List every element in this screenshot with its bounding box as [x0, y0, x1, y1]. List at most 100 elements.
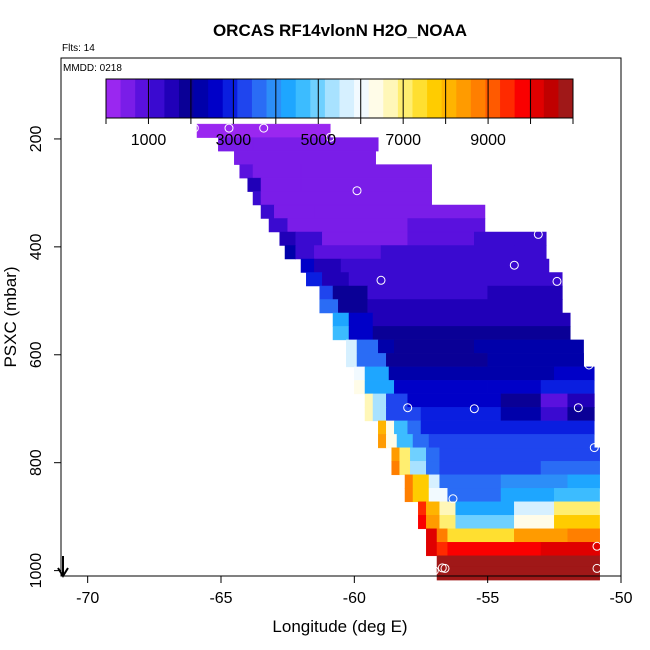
- colorbar-tick-label: 1000: [131, 132, 167, 149]
- colorbar-swatch: [529, 79, 545, 118]
- colorbar-tick-labels: 1000 3000 5000 7000 9000: [131, 132, 506, 149]
- heatmap-cell: [439, 501, 456, 516]
- colorbar-swatch: [485, 79, 501, 118]
- heatmap-cell: [540, 407, 568, 422]
- heatmap-cell: [447, 542, 542, 557]
- heatmap-cell: [332, 312, 350, 327]
- heatmap-cell: [455, 501, 515, 516]
- heatmap-cell: [348, 326, 374, 341]
- heatmap-cell: [412, 488, 430, 503]
- heatmap-cell: [410, 447, 427, 462]
- colorbar-swatch: [106, 79, 121, 118]
- colorbar-swatch: [514, 79, 530, 118]
- heatmap-cell: [474, 339, 584, 354]
- flight-point: [403, 403, 413, 413]
- colorbar-swatch: [368, 79, 384, 118]
- heatmap-cell: [394, 380, 488, 395]
- heatmap-cell: [252, 191, 262, 206]
- heatmap-cell: [404, 474, 414, 489]
- heatmap-cell: [247, 177, 262, 192]
- heatmap-cell: [367, 285, 408, 300]
- heatmap-cell: [388, 366, 475, 381]
- colorbar-swatch: [266, 79, 282, 118]
- down-arrow-icon: [57, 556, 69, 578]
- heatmap-cell: [300, 164, 432, 179]
- flight-point: [352, 186, 362, 196]
- heatmap-cell: [436, 528, 448, 543]
- heatmap-cell: [500, 393, 542, 408]
- y-axis-label: PSXC (mbar): [1, 266, 20, 367]
- colorbar-frame: [105, 78, 574, 119]
- heatmap-cell: [428, 488, 448, 503]
- heatmap-cell: [260, 204, 275, 219]
- heatmap-cell: [514, 528, 568, 543]
- heatmap-cell: [354, 366, 366, 381]
- colorbar-swatch: [543, 79, 559, 118]
- colorbar-swatch: [193, 79, 209, 118]
- colorbar-swatch: [295, 79, 311, 118]
- heatmap-cell: [364, 366, 390, 381]
- colorbar-tick-label: 3000: [216, 132, 252, 149]
- heatmap-cell: [364, 407, 374, 422]
- heatmap-cell: [332, 326, 350, 341]
- heatmap-cell: [428, 434, 595, 449]
- flight-point: [533, 229, 543, 239]
- flight-point: [469, 404, 479, 414]
- y-tick-label: 400: [28, 233, 45, 260]
- colorbar-swatch: [339, 79, 355, 118]
- heatmap-cell: [514, 515, 555, 530]
- heatmap-cell: [439, 447, 600, 462]
- heatmap-cells: [196, 123, 600, 581]
- heatmap-cell: [338, 299, 368, 314]
- heatmap-cell: [407, 420, 422, 435]
- heatmap-cell: [396, 434, 414, 449]
- flight-point: [259, 123, 269, 133]
- colorbar-swatch: [397, 79, 413, 118]
- flight-point: [376, 275, 386, 285]
- heatmap-cell: [418, 515, 427, 530]
- heatmap-cell: [426, 501, 440, 516]
- colorbar-swatch: [164, 79, 180, 118]
- x-tick-label: -55: [476, 590, 499, 607]
- x-tick-label: -65: [209, 590, 232, 607]
- heatmap-cell: [346, 339, 358, 354]
- colorbar: [105, 78, 574, 124]
- heatmap-cell: [554, 515, 600, 530]
- x-axis: -70 -65 -60 -55 -50: [76, 576, 633, 607]
- heatmap-cell: [426, 447, 440, 462]
- x-axis-label: Longitude (deg E): [272, 617, 407, 636]
- heatmap-cell: [372, 393, 387, 408]
- heatmap-cell: [410, 461, 427, 476]
- colorbar-swatch: [178, 79, 194, 118]
- flight-point: [573, 403, 583, 413]
- heatmap-cell: [439, 461, 542, 476]
- colorbar-tick-label: 9000: [470, 132, 506, 149]
- heatmap-cell: [567, 407, 595, 422]
- heatmap-cell: [367, 299, 563, 314]
- heatmap-cell: [412, 474, 430, 489]
- x-tick-label: -50: [609, 590, 632, 607]
- flight-point: [429, 566, 439, 576]
- flight-point: [189, 123, 199, 133]
- colorbar-swatch: [500, 79, 516, 118]
- heatmap-cell: [407, 393, 502, 408]
- x-tick-label: -70: [76, 590, 99, 607]
- flight-point: [509, 260, 519, 270]
- heatmap-cell: [284, 245, 296, 260]
- heatmap-cell: [386, 353, 488, 368]
- heatmap-cell: [356, 339, 379, 354]
- heatmap-cell: [260, 191, 432, 206]
- heatmap-cell: [364, 380, 395, 395]
- heatmap-cell: [260, 177, 302, 192]
- y-tick-label: 1000: [28, 553, 45, 589]
- flight-point: [589, 443, 599, 453]
- heatmap-cell: [554, 501, 600, 516]
- heatmap-cell: [500, 474, 568, 489]
- heatmap-cell: [514, 245, 547, 260]
- heatmap-cell: [567, 474, 600, 489]
- heatmap-cell: [399, 447, 411, 462]
- heatmap-cell: [247, 150, 376, 165]
- x-tick-label: -60: [343, 590, 366, 607]
- heatmap-cell: [295, 231, 323, 246]
- heatmap-cell: [378, 420, 387, 435]
